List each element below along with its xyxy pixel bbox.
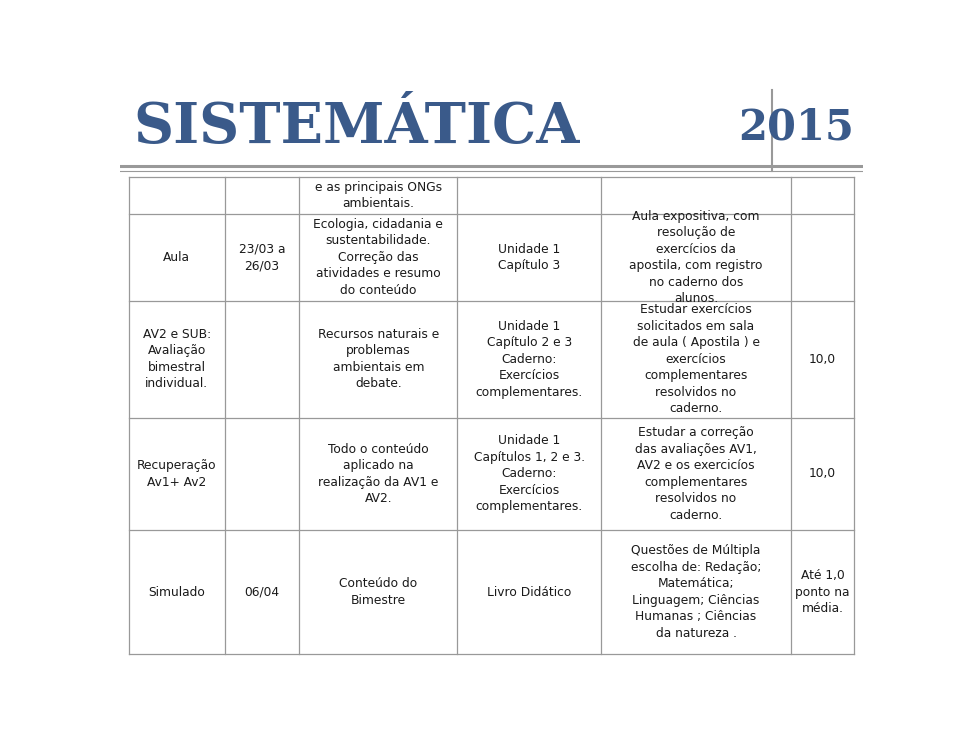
Text: Unidade 1
Capítulo 3: Unidade 1 Capítulo 3 [498, 243, 560, 272]
Text: Unidade 1
Capítulos 1, 2 e 3.
Caderno:
Exercícios
complementares.: Unidade 1 Capítulos 1, 2 e 3. Caderno: E… [474, 435, 585, 513]
Text: Recursos naturais e
problemas
ambientais em
debate.: Recursos naturais e problemas ambientais… [317, 328, 439, 391]
Text: Até 1,0
ponto na
média.: Até 1,0 ponto na média. [795, 569, 850, 616]
Text: Estudar exercícios
solicitados em sala
de aula ( Apostila ) e
exercícios
complem: Estudar exercícios solicitados em sala d… [633, 303, 760, 415]
Text: 23/03 a
26/03: 23/03 a 26/03 [239, 243, 285, 272]
Text: AV2 e SUB:
Avaliação
bimestral
individual.: AV2 e SUB: Avaliação bimestral individua… [143, 328, 211, 391]
Text: 06/04: 06/04 [245, 586, 279, 599]
Text: 10,0: 10,0 [809, 468, 836, 480]
Text: e as principais ONGs
ambientais.: e as principais ONGs ambientais. [315, 181, 442, 211]
Text: Aula: Aula [163, 251, 190, 264]
Text: Conteúdo do
Bimestre: Conteúdo do Bimestre [339, 577, 417, 607]
Text: Aula expositiva, com
resolução de
exercícios da
apostila, com registro
no cadern: Aula expositiva, com resolução de exercí… [629, 210, 762, 305]
Text: Unidade 1
Capítulo 2 e 3
Caderno:
Exercícios
complementares.: Unidade 1 Capítulo 2 e 3 Caderno: Exercí… [476, 320, 583, 399]
Text: Simulado: Simulado [149, 586, 205, 599]
Text: Todo o conteúdo
aplicado na
realização da AV1 e
AV2.: Todo o conteúdo aplicado na realização d… [318, 443, 438, 505]
Text: Estudar a correção
das avaliações AV1,
AV2 e os exercicíos
complementares
resolv: Estudar a correção das avaliações AV1, A… [635, 426, 757, 521]
Text: SISTEMÁTICA: SISTEMÁTICA [133, 100, 579, 155]
Text: Livro Didático: Livro Didático [487, 586, 572, 599]
Text: Questões de Múltipla
escolha de: Redação;
Matemática;
Linguagem; Ciências
Humana: Questões de Múltipla escolha de: Redação… [631, 545, 761, 640]
Text: 10,0: 10,0 [809, 353, 836, 366]
Text: Ecologia, cidadania e
sustentabilidade.
Correção das
atividades e resumo
do cont: Ecologia, cidadania e sustentabilidade. … [314, 218, 443, 297]
Text: 2015: 2015 [738, 107, 854, 149]
Text: Recuperação
Av1+ Av2: Recuperação Av1+ Av2 [137, 459, 217, 489]
